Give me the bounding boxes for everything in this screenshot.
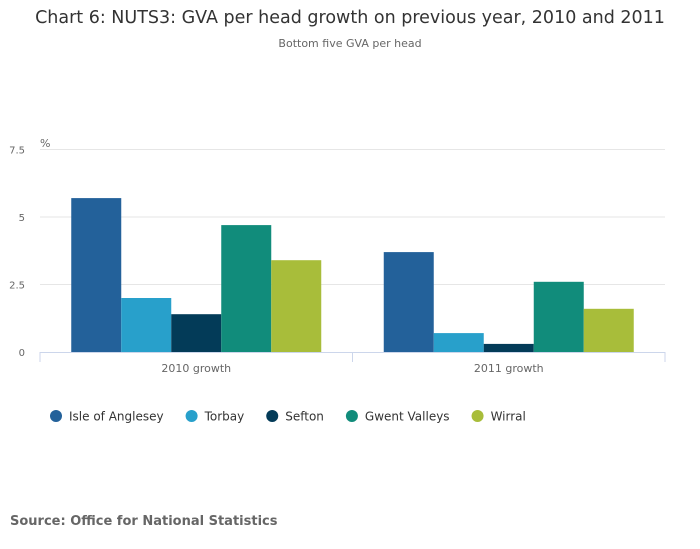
- legend-marker-icon: [345, 410, 358, 422]
- legend-marker-icon: [471, 410, 484, 422]
- y-tick-label: 0: [19, 348, 25, 359]
- bar-sefton: [483, 343, 534, 352]
- bar-torbay: [433, 333, 484, 352]
- legend-item-label: Sefton: [285, 410, 324, 424]
- source-note: Source: Office for National Statistics: [10, 514, 278, 529]
- legend-item-label: Torbay: [204, 410, 245, 424]
- legend-item-label: Isle of Anglesey: [69, 410, 164, 424]
- bar-wirral: [271, 260, 322, 352]
- y-tick-label: 2.5: [9, 281, 25, 292]
- x-tick-label: 2011 growth: [474, 362, 544, 375]
- bar-isle-of-anglesey: [383, 252, 434, 352]
- legend-item-label: Gwent Valleys: [365, 410, 450, 424]
- y-tick-label: 5: [19, 213, 25, 224]
- legend-item-label: Wirral: [491, 410, 526, 424]
- y-tick-label: 7.5: [9, 146, 25, 157]
- chart-plot: % 0 2.5 5 7.5 2010 growth 2011 growth Isle of …: [9, 137, 666, 424]
- bar-wirral: [583, 308, 634, 352]
- chart-title: Chart 6: NUTS3: GVA per head growth on p…: [35, 8, 665, 28]
- bar-sefton: [171, 314, 222, 352]
- chart-subtitle: Bottom five GVA per head: [278, 37, 422, 50]
- legend-marker-icon: [185, 410, 198, 422]
- x-tick-label: 2010 growth: [161, 362, 231, 375]
- y-axis-label: %: [40, 137, 50, 150]
- legend-marker-icon: [50, 410, 62, 422]
- bar-isle-of-anglesey: [71, 198, 122, 352]
- bar-gwent-valleys: [533, 281, 584, 352]
- legend-marker-icon: [266, 410, 279, 422]
- bar-gwent-valleys: [221, 225, 272, 352]
- bar-torbay: [121, 298, 172, 352]
